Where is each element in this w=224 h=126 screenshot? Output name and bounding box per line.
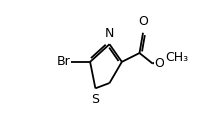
Text: S: S (91, 93, 99, 106)
Text: O: O (138, 15, 148, 28)
Text: O: O (155, 57, 164, 70)
Text: N: N (105, 27, 114, 40)
Text: Br: Br (57, 55, 71, 68)
Text: CH₃: CH₃ (165, 51, 188, 64)
